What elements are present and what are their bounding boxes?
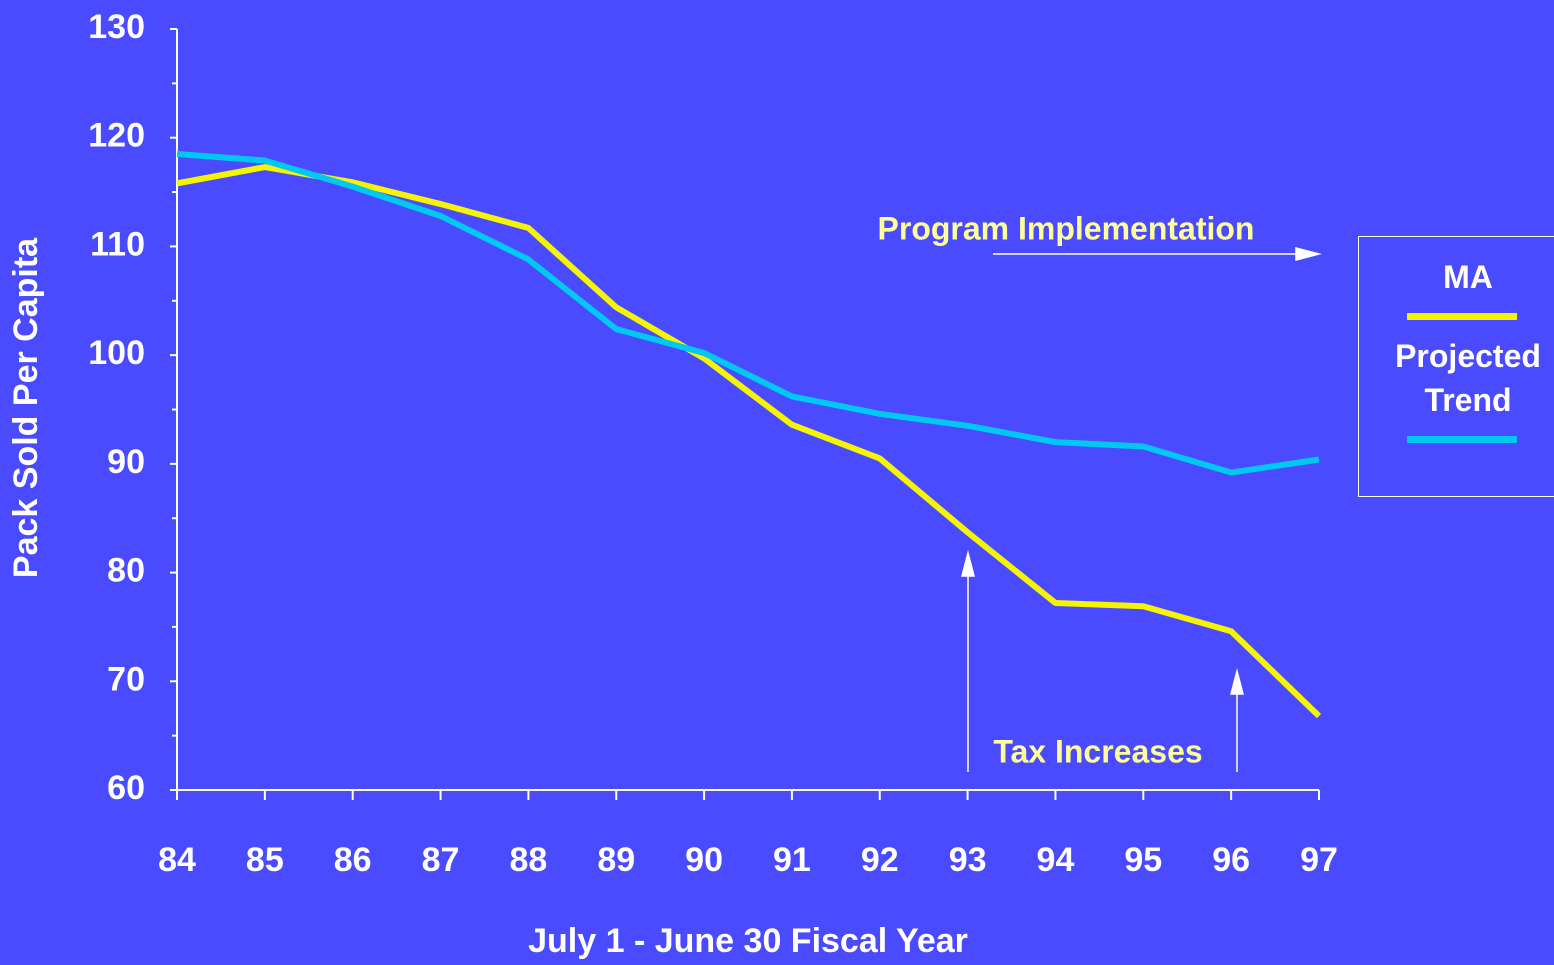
y-axis-title: Pack Sold Per Capita (7, 237, 45, 578)
y-tick-label: 130 (88, 8, 145, 46)
x-tick-label: 95 (1124, 841, 1162, 879)
legend-label: MA (1443, 259, 1493, 295)
x-axis-title: July 1 - June 30 Fiscal Year (528, 922, 968, 960)
y-tick-label: 110 (90, 225, 145, 263)
x-tick-label: 89 (597, 841, 635, 879)
y-tick-label: 70 (107, 660, 145, 698)
legend-swatch (1407, 436, 1517, 443)
x-tick-label: 97 (1300, 841, 1338, 879)
x-tick-label: 90 (685, 841, 723, 879)
x-tick-label: 92 (861, 841, 899, 879)
y-tick-label: 60 (107, 769, 145, 807)
legend: MA Projected Trend (1358, 236, 1554, 497)
y-tick-label: 80 (107, 552, 145, 590)
y-tick-label: 120 (88, 117, 145, 155)
x-tick-label: 85 (246, 841, 284, 879)
y-tick-label: 100 (88, 334, 145, 372)
legend-label: Projected Trend (1395, 338, 1541, 418)
series-line (176, 164, 1322, 719)
x-tick-label: 84 (158, 841, 196, 879)
series-line (176, 151, 1320, 476)
x-tick-label: 91 (773, 841, 811, 879)
x-tick-label: 93 (949, 841, 987, 879)
legend-swatch (1407, 313, 1517, 320)
x-tick-label: 88 (509, 841, 547, 879)
x-tick-label: 94 (1037, 841, 1075, 879)
annotation: Program Implementation (878, 210, 1255, 246)
y-tick-label: 90 (107, 443, 145, 481)
x-tick-label: 86 (334, 841, 372, 879)
arrows (961, 247, 1322, 772)
annotation: Tax Increases (993, 733, 1202, 769)
x-tick-label: 96 (1212, 841, 1250, 879)
x-tick-label: 87 (422, 841, 460, 879)
